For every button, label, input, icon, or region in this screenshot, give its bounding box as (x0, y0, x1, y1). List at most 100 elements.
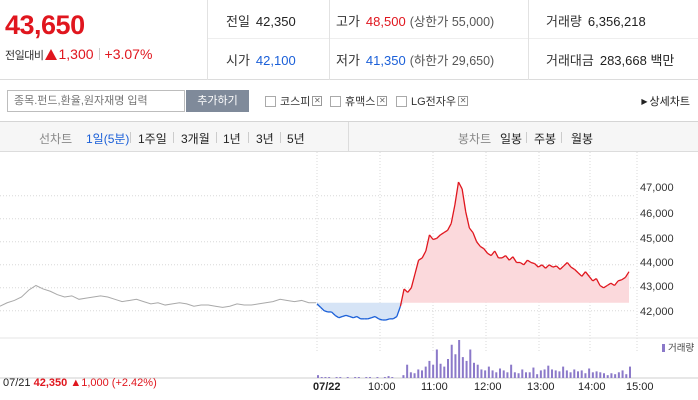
price-line-segment (487, 252, 492, 257)
divider (329, 0, 330, 80)
divider (216, 132, 217, 143)
upper-limit: (상한가 55,000) (409, 15, 495, 29)
tab-3year[interactable]: 3년 (256, 132, 274, 146)
price-line-segment (461, 188, 467, 213)
x-tick-label: 15:00 (626, 381, 654, 393)
checkbox[interactable] (396, 95, 407, 107)
quote-summary: 43,650 전일대비 1,300 +3.07% 전일 42,350 시가 42,100… (0, 0, 698, 80)
stat-label: 시가 (226, 53, 250, 68)
tab-3month[interactable]: 3개월 (181, 132, 210, 146)
checkbox[interactable] (330, 95, 341, 107)
price-line-segment (624, 271, 630, 278)
volume-legend-label: 거래량 (668, 343, 695, 354)
remove-icon[interactable]: ✕ (458, 96, 469, 106)
compare-item-lg[interactable]: LG전자우 ✕ (396, 93, 469, 109)
tab-1day[interactable]: 1일(5분) (86, 132, 130, 146)
volume-bar (383, 377, 386, 378)
price-line-segment (599, 284, 604, 289)
price-line-segment (603, 284, 608, 289)
volume-bar (517, 373, 520, 378)
price-chart[interactable]: 47,000 46,000 45,000 44,000 43,000 42,00… (0, 152, 698, 400)
up-area (317, 182, 629, 303)
price-line-segment (548, 264, 554, 268)
tab-1year[interactable]: 1년 (223, 132, 241, 146)
y-tick-label: 46,000 (640, 208, 674, 220)
stat-value: 42,350 (255, 14, 296, 29)
volume-bar (465, 360, 468, 378)
price-line-segment (425, 234, 431, 252)
tab-monthly[interactable]: 월봉 (571, 132, 594, 146)
price-line-segment (465, 211, 471, 229)
prev-day-pct: (+2.42%) (111, 377, 157, 389)
divider (561, 132, 562, 143)
x-tick-label: 13:00 (527, 381, 555, 393)
price-line-segment (483, 248, 489, 254)
price-line-segment (541, 264, 547, 269)
tab-5year[interactable]: 5년 (287, 132, 305, 146)
compare-item-kospi[interactable]: 코스피 ✕ (265, 93, 323, 109)
stat-label: 고가 (336, 14, 360, 29)
price-line-segment (621, 276, 626, 281)
volume-bar (510, 364, 513, 378)
volume-bar (558, 371, 561, 378)
tab-weekly[interactable]: 주봉 (534, 132, 557, 146)
remove-icon[interactable]: ✕ (312, 96, 323, 106)
compare-item-label: 휴맥스 (345, 96, 376, 108)
compare-item-humax[interactable]: 휴맥스 ✕ (330, 93, 388, 109)
volume-bar (610, 373, 613, 378)
compare-item-label: LG전자우 (411, 96, 457, 108)
volume-legend: 거래량 (662, 340, 694, 354)
volume-bar (432, 364, 435, 378)
price-line-segment (396, 305, 402, 317)
volume-bar (391, 377, 394, 378)
compare-toolbar: 추가하기 코스피✕ 휴맥스✕ LG전자우✕ ▶상세차트 (0, 80, 698, 122)
line-chart-label: 선차트 (39, 132, 73, 146)
volume-bar (473, 362, 475, 378)
price-line-segment (606, 282, 612, 287)
volume-bar (365, 377, 368, 378)
volume-bar (487, 366, 490, 378)
remove-icon[interactable]: ✕ (377, 96, 388, 106)
price-line-segment (403, 288, 409, 293)
price-line-segment (476, 241, 481, 247)
candle-chart-label: 봉차트 (458, 132, 492, 146)
price-line-segment (588, 275, 594, 282)
volume-bar (603, 373, 605, 378)
price-line-segment (519, 261, 525, 266)
price-line-segment (530, 261, 535, 265)
search-input[interactable] (7, 90, 185, 112)
volume-bar (328, 377, 331, 378)
price-line-segment (385, 318, 390, 321)
stat-trade-value: 거래대금 283,668 백만 (546, 50, 674, 69)
divider (173, 132, 174, 143)
volume-bar (424, 366, 427, 378)
price-box: 43,650 전일대비 1,300 +3.07% (0, 0, 208, 80)
tab-daily[interactable]: 일봉 (500, 132, 523, 146)
price-line-segment (353, 315, 358, 319)
price-line-segment (559, 265, 565, 270)
tab-1week[interactable]: 1주일 (138, 132, 167, 146)
volume-bar (532, 367, 535, 378)
divider (528, 0, 529, 80)
diff-label: 전일대비 (5, 50, 44, 62)
volume-bar (447, 359, 449, 378)
volume-bar (421, 370, 423, 378)
stat-label: 거래량 (546, 14, 582, 29)
prev-day-change: 1,000 (81, 377, 109, 389)
volume-bar (536, 374, 539, 378)
stat-prev-close: 전일 42,350 (226, 11, 296, 30)
price-line-segment (566, 262, 572, 268)
checkbox[interactable] (265, 95, 276, 107)
price-line-segment (508, 256, 514, 261)
price-line-segment (414, 260, 420, 275)
price-line-segment (342, 314, 347, 318)
stat-volume: 거래량 6,356,218 (546, 11, 646, 30)
price-line-segment (418, 257, 423, 261)
detail-chart-link[interactable]: ▶ 상세차트 (641, 93, 690, 109)
volume-bar (354, 377, 357, 378)
add-button[interactable]: 추가하기 (186, 90, 249, 112)
volume-bar (562, 366, 565, 378)
stat-label: 전일 (226, 14, 250, 29)
volume-bar (625, 374, 628, 378)
price-line-segment (356, 316, 361, 320)
